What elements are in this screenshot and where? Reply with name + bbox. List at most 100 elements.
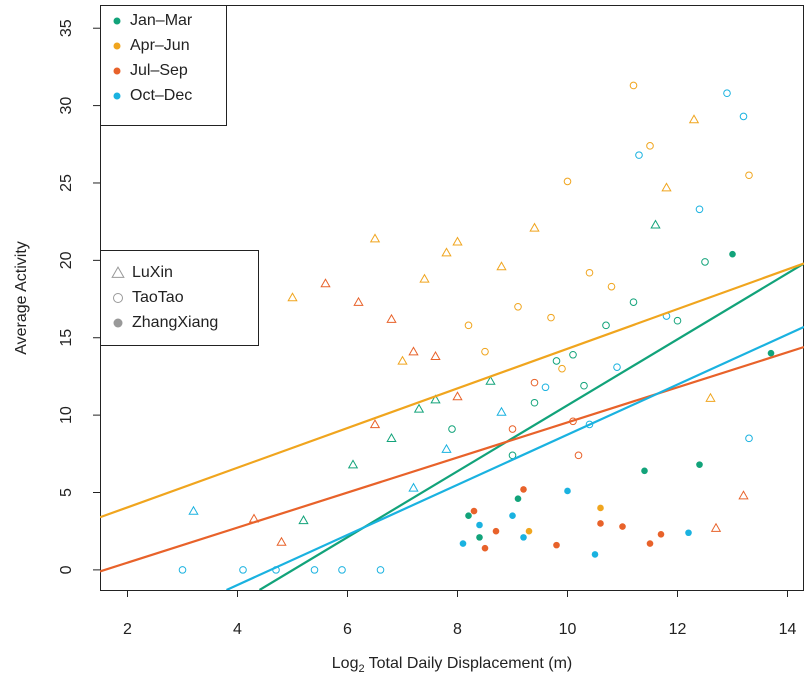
x-tick-label: 12: [669, 621, 687, 638]
plot-area: [100, 81, 804, 590]
fit-line: [100, 262, 804, 519]
legend-label: ZhangXiang: [132, 314, 218, 331]
point: [564, 487, 571, 495]
shape-legend: LuXin TaoTao ZhangXiang: [100, 250, 259, 346]
point: [496, 406, 507, 416]
point: [585, 420, 594, 429]
point: [657, 530, 665, 538]
legend-label: Jan–Mar: [130, 12, 193, 29]
point: [413, 403, 425, 413]
point: [661, 182, 672, 192]
point: [629, 298, 638, 306]
y-tick-label: 20: [58, 251, 75, 269]
point: [597, 520, 604, 527]
fit-line: [258, 262, 804, 590]
point: [607, 282, 616, 291]
point: [619, 523, 626, 530]
point: [673, 316, 682, 325]
point: [376, 566, 385, 574]
x-tick-label: 8: [453, 621, 462, 638]
y-axis-label: Average Activity: [13, 241, 30, 355]
point: [520, 534, 527, 541]
point: [635, 151, 643, 159]
point: [574, 451, 583, 460]
point: [430, 394, 441, 404]
point: [310, 566, 319, 574]
point: [696, 461, 703, 468]
point: [369, 233, 381, 243]
point: [738, 490, 749, 500]
point: [320, 278, 331, 288]
point: [509, 512, 516, 520]
point: [386, 313, 397, 323]
legend-label: Oct–Dec: [130, 87, 192, 104]
point: [508, 425, 517, 433]
point: [397, 355, 408, 365]
legend-box: [100, 5, 227, 126]
point: [650, 219, 661, 229]
legend-marker: [113, 17, 121, 25]
point: [629, 81, 638, 90]
legend-label: LuXin: [132, 264, 173, 281]
y-tick-label: 5: [58, 488, 75, 497]
point: [481, 347, 489, 356]
point: [685, 529, 692, 537]
legend-label: TaoTao: [132, 289, 184, 306]
y-tick-label: 35: [58, 19, 75, 37]
x-label-rest: Total Daily Displacement (m): [369, 655, 573, 672]
point: [569, 350, 577, 359]
point: [353, 296, 364, 306]
point: [452, 236, 463, 246]
point: [347, 459, 359, 469]
fit-line: [226, 325, 804, 590]
x-tick-label: 10: [559, 621, 577, 638]
point: [441, 443, 452, 453]
point: [530, 398, 539, 407]
point: [408, 346, 419, 356]
x-label-sub: 2: [358, 663, 364, 675]
point: [646, 540, 654, 547]
x-tick-label: 2: [123, 621, 132, 638]
y-tick-label: 15: [58, 329, 75, 347]
point: [585, 268, 594, 277]
point: [441, 247, 452, 257]
point: [464, 321, 473, 330]
legend-marker: [111, 266, 125, 278]
point: [514, 302, 522, 311]
point: [448, 425, 456, 433]
point: [729, 250, 736, 258]
point: [767, 349, 775, 357]
point: [470, 507, 478, 515]
legend-marker: [113, 318, 123, 328]
point: [547, 313, 555, 322]
point: [430, 351, 441, 361]
x-label-main: Log: [332, 655, 359, 672]
point: [613, 363, 621, 371]
point: [476, 534, 483, 541]
point: [276, 536, 287, 546]
y-tick-label: 25: [58, 174, 75, 192]
point: [552, 357, 561, 365]
point: [688, 114, 700, 124]
point: [408, 482, 419, 492]
point: [745, 434, 753, 443]
point: [541, 383, 550, 392]
legend: Jan–Mar Apr–Jun Jul–Sep Oct–Dec: [100, 5, 227, 126]
point: [476, 521, 483, 529]
x-tick-label: 6: [343, 621, 352, 638]
point: [369, 419, 381, 429]
point: [530, 378, 539, 387]
point: [701, 258, 709, 266]
point: [496, 261, 507, 271]
point: [563, 177, 572, 186]
point: [641, 467, 648, 475]
point: [514, 495, 522, 502]
legend-label: Apr–Jun: [130, 37, 190, 54]
point: [745, 171, 753, 180]
point: [591, 551, 599, 558]
x-axis-label: Log2 Total Daily Displacement (m): [332, 655, 572, 675]
point: [386, 433, 397, 443]
point: [646, 142, 654, 150]
point: [465, 512, 472, 520]
point: [287, 292, 298, 302]
